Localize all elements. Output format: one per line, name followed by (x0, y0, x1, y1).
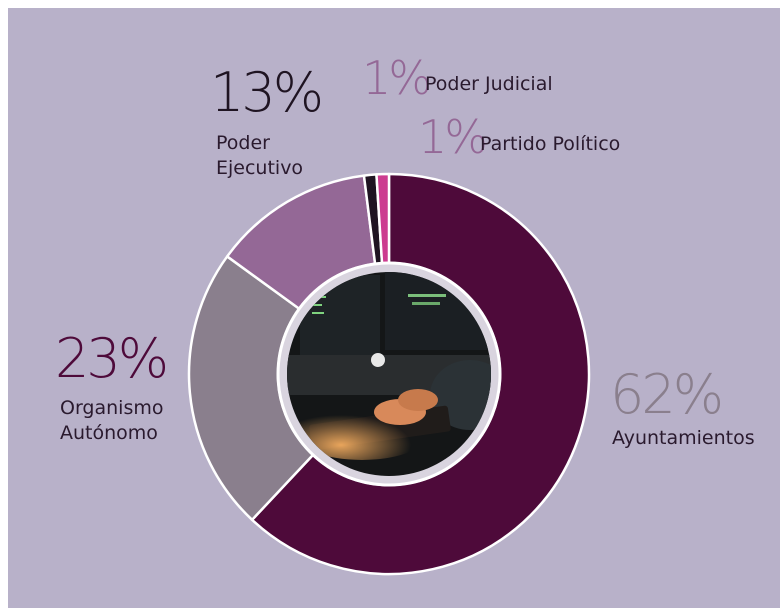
pct-label-judicial: 1% (362, 51, 432, 105)
series-label-judicial: Poder Judicial (425, 73, 553, 95)
center-photo (276, 261, 502, 487)
series-label-organismo-line1: Organismo (60, 397, 164, 419)
pct-label-ayuntamientos: 62% (610, 363, 724, 426)
photo-hand-right (398, 389, 438, 411)
photo-code-line-2 (312, 304, 322, 306)
photo-figurine (371, 353, 385, 367)
pct-label-organismo: 23% (55, 327, 169, 390)
series-label-organismo-line2: Autónomo (60, 422, 158, 444)
series-label-partido: Partido Político (480, 133, 621, 155)
series-label-ejecutivo-line1: Poder (216, 132, 270, 154)
photo-screen-text-2 (412, 302, 440, 305)
photo-code-line-3 (312, 312, 324, 314)
series-label-ayuntamientos: Ayuntamientos (612, 427, 755, 449)
photo-screen-text (408, 294, 446, 297)
pct-label-ejecutivo: 13% (210, 61, 324, 124)
series-label-ejecutivo-line2: Ejecutivo (216, 157, 304, 179)
pct-label-partido: 1% (418, 110, 488, 164)
